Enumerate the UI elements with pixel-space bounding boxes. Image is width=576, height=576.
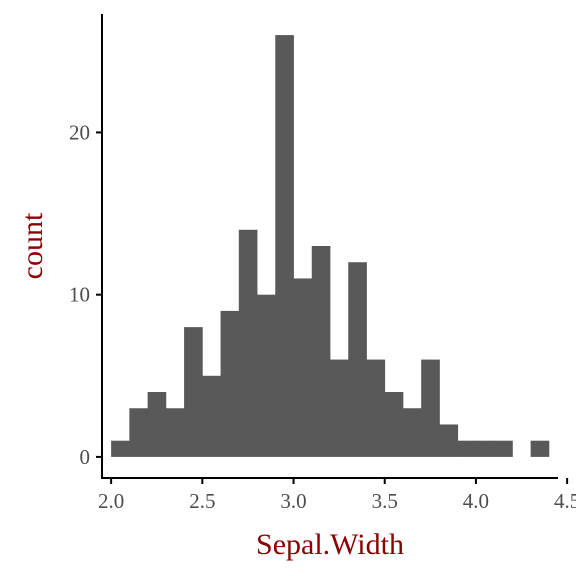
y-tick-label: 20	[69, 120, 90, 144]
x-axis-title: Sepal.Width	[256, 528, 404, 561]
histogram-bar	[111, 440, 130, 457]
labels-layer: Sepal.Width count 2.0 2.5 3.0 3.5 4.0 4.5 0 10 2…	[16, 120, 576, 561]
y-tick-label: 10	[69, 283, 90, 307]
histogram-bar	[457, 440, 477, 457]
x-tick-label: 3.0	[280, 489, 306, 513]
x-tick-label: 4.5	[554, 489, 576, 513]
axes-layer	[96, 14, 569, 484]
x-tick-label: 4.0	[463, 489, 489, 513]
histogram-bar	[257, 294, 276, 457]
histogram-bar	[348, 262, 367, 457]
histogram-bar	[202, 375, 221, 457]
histogram-bar	[384, 392, 404, 457]
histogram-bar	[293, 278, 313, 457]
histogram-bar	[421, 359, 440, 457]
x-tick-label: 2.0	[98, 489, 124, 513]
histogram-bar	[530, 440, 550, 457]
histogram-bar	[220, 310, 240, 457]
histogram-bar	[311, 246, 331, 457]
x-tick-label: 3.5	[372, 489, 398, 513]
y-tick-label: 0	[80, 445, 91, 469]
histogram-bar	[402, 408, 422, 457]
histogram-bar	[475, 440, 495, 457]
histogram-bar	[494, 440, 513, 457]
histogram-bar	[366, 359, 386, 457]
y-axis-title: count	[16, 212, 49, 279]
bars-layer	[111, 35, 550, 457]
histogram-bar	[147, 392, 167, 457]
histogram-bar	[129, 408, 148, 457]
histogram-bar	[330, 359, 349, 457]
histogram-bar	[439, 424, 459, 457]
histogram-bar	[275, 35, 294, 457]
histogram-bar	[184, 327, 203, 457]
histogram-bar	[165, 408, 185, 457]
x-tick-label: 2.5	[189, 489, 215, 513]
histogram-bar	[238, 229, 258, 457]
